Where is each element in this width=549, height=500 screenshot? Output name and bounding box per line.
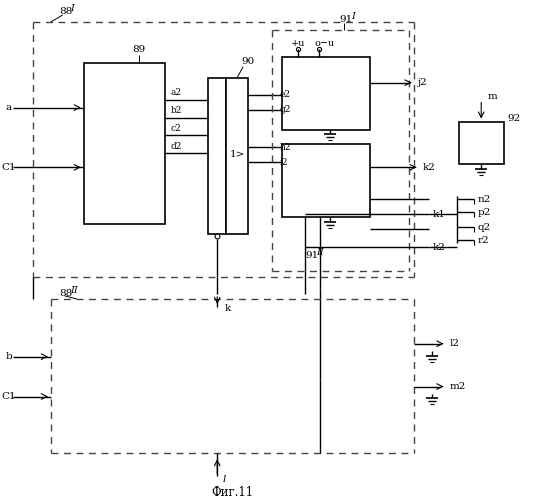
Text: 91: 91: [305, 250, 318, 260]
Text: 91: 91: [340, 16, 353, 24]
Bar: [226, 78, 248, 234]
Text: 88: 88: [59, 8, 72, 16]
Text: o−u: o−u: [315, 40, 335, 48]
Text: C1: C1: [2, 163, 16, 172]
Bar: [282, 57, 369, 130]
Text: 92: 92: [507, 114, 520, 123]
Text: h2: h2: [280, 143, 292, 152]
Text: a2: a2: [170, 88, 181, 97]
Bar: [282, 144, 369, 217]
Text: 1>: 1>: [229, 150, 245, 159]
Text: e2: e2: [280, 90, 291, 99]
Text: q2: q2: [477, 222, 490, 232]
Text: r2: r2: [477, 236, 489, 244]
Text: d2: d2: [170, 142, 182, 151]
Text: 90: 90: [242, 58, 255, 66]
Text: g2: g2: [280, 105, 292, 114]
Text: 88: 88: [59, 290, 72, 298]
Text: i2: i2: [280, 158, 288, 167]
Bar: [83, 63, 165, 224]
Text: a: a: [6, 103, 12, 112]
Text: I: I: [70, 4, 74, 14]
Text: c2: c2: [170, 124, 181, 133]
Text: II: II: [70, 286, 77, 296]
Text: C1: C1: [2, 392, 16, 401]
Text: k1: k1: [433, 210, 445, 218]
Text: b: b: [5, 352, 13, 361]
Text: I: I: [351, 12, 355, 22]
Text: +u: +u: [290, 40, 305, 48]
Text: m: m: [487, 92, 497, 101]
Text: k: k: [224, 304, 231, 314]
Text: II: II: [316, 248, 323, 256]
Text: n2: n2: [477, 194, 491, 203]
Text: 89: 89: [132, 46, 145, 54]
Text: j2: j2: [417, 78, 427, 87]
Text: l: l: [222, 474, 226, 484]
Text: l2: l2: [449, 339, 460, 348]
Text: b2: b2: [170, 106, 182, 115]
Text: k2: k2: [422, 163, 435, 172]
Bar: [208, 78, 226, 234]
Text: k2: k2: [433, 242, 445, 252]
Bar: [460, 122, 504, 164]
Text: Фиг.11: Фиг.11: [211, 486, 253, 498]
Text: p2: p2: [477, 208, 491, 216]
Text: m2: m2: [449, 382, 466, 391]
